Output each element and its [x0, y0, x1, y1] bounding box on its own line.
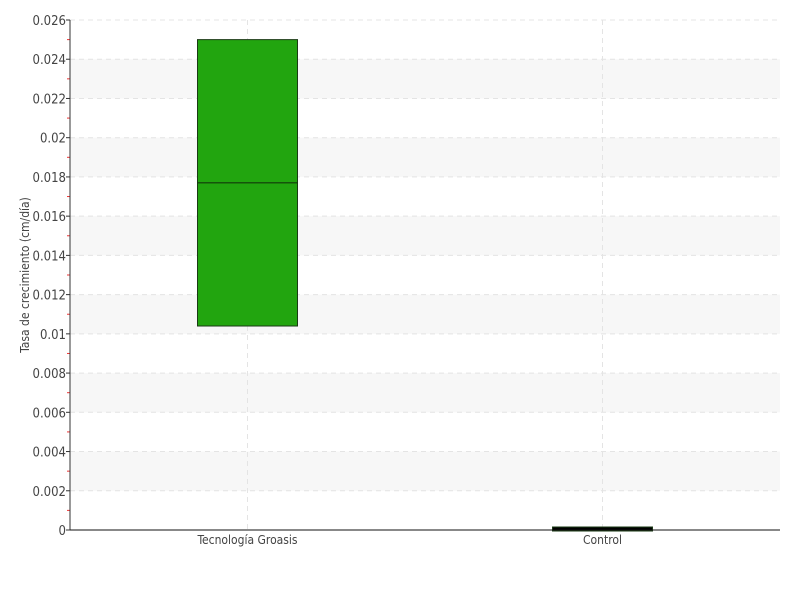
y-tick-label: 0.02 [40, 132, 66, 147]
grid-band [70, 59, 780, 99]
y-tick-label: 0.002 [33, 485, 66, 500]
y-tick-label: 0.026 [33, 14, 66, 29]
box [552, 526, 653, 532]
grid-band [70, 451, 780, 491]
grid-bands [70, 59, 780, 491]
y-tick-label: 0.016 [33, 210, 66, 225]
grid-band [70, 137, 780, 177]
y-tick-label: 0.008 [33, 367, 66, 382]
grid-band [70, 216, 780, 256]
grid-band [70, 294, 780, 334]
y-tick-label: 0 [59, 524, 66, 539]
y-tick-label: 0.006 [33, 406, 66, 421]
tick-labels: 0 0.002 0.004 0.006 0.008 0.01 0.012 0.014 0.016… [33, 14, 622, 547]
x-tick-label: Control [583, 533, 622, 547]
y-tick-label: 0.022 [33, 92, 66, 107]
y-axis-label: Tasa de crecimiento (cm/día) [18, 197, 32, 354]
axes [66, 19, 780, 531]
grid-band [70, 373, 780, 413]
y-tick-label: 0.004 [33, 446, 66, 461]
y-tick-label: 0.024 [33, 53, 66, 68]
y-tick-label: 0.01 [40, 328, 66, 343]
grid-lines [70, 19, 780, 530]
y-tick-label: 0.018 [33, 171, 66, 186]
y-tick-label: 0.014 [33, 249, 66, 264]
boxes [197, 39, 653, 532]
y-tick-label: 0.012 [33, 289, 66, 304]
x-tick-label: Tecnología Groasis [196, 533, 297, 547]
